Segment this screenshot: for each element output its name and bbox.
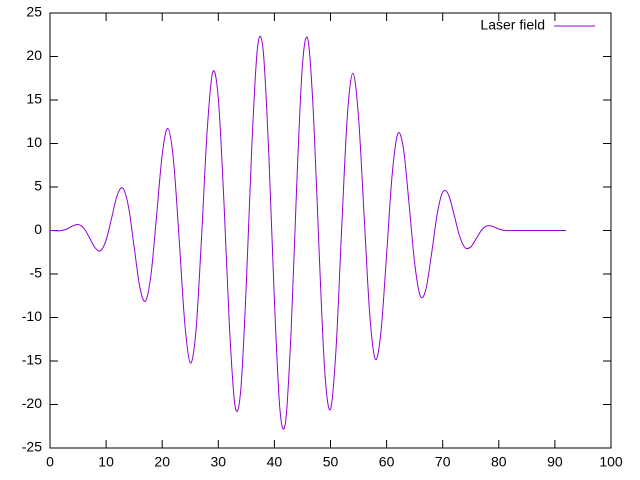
y-tick-label: 25 xyxy=(26,4,42,20)
y-tick-label: 20 xyxy=(26,47,42,63)
y-tick-label: 5 xyxy=(34,178,42,194)
x-tick-label: 70 xyxy=(435,454,451,470)
x-tick-label: 40 xyxy=(267,454,283,470)
x-tick-label: 10 xyxy=(98,454,114,470)
x-tick-label: 30 xyxy=(211,454,227,470)
x-tick-label: 60 xyxy=(379,454,395,470)
x-tick-label: 80 xyxy=(491,454,507,470)
x-tick-label: 0 xyxy=(46,454,54,470)
y-tick-label: 0 xyxy=(34,221,42,237)
legend-label: Laser field xyxy=(480,17,545,33)
y-tick-label: -25 xyxy=(22,439,42,455)
y-tick-label: 10 xyxy=(26,134,42,150)
x-tick-label: 20 xyxy=(154,454,170,470)
x-tick-label: 90 xyxy=(547,454,563,470)
y-tick-label: 15 xyxy=(26,91,42,107)
x-tick-label: 50 xyxy=(323,454,339,470)
y-tick-label: -15 xyxy=(22,352,42,368)
y-tick-label: -20 xyxy=(22,395,42,411)
y-tick-label: -5 xyxy=(30,265,43,281)
data-line xyxy=(49,35,567,430)
y-tick-label: -10 xyxy=(22,308,42,324)
x-tick-label: 100 xyxy=(599,454,623,470)
